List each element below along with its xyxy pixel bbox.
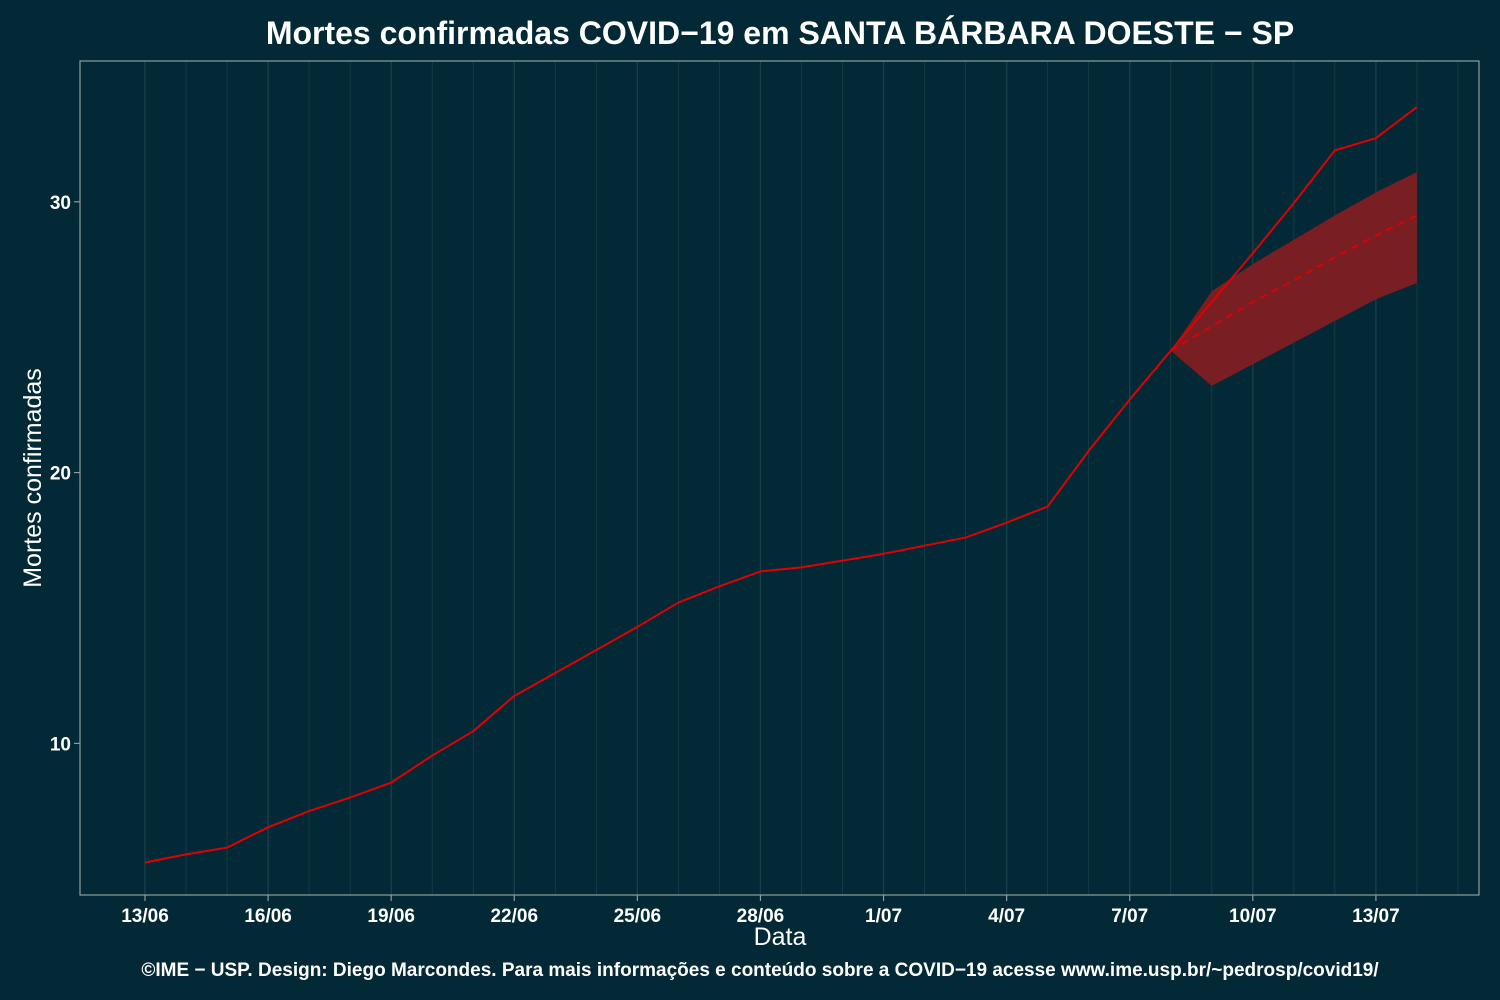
series-line-forecast — [1170, 214, 1418, 352]
chart-title: Mortes confirmadas COVID−19 em SANTA BÁR… — [266, 15, 1294, 51]
y-axis-ticks: 10 20 30 — [50, 193, 80, 755]
x-tick-label: 19/06 — [367, 906, 415, 927]
forecast-band-layer — [1170, 172, 1417, 386]
y-axis-label: Mortes confirmadas — [19, 368, 47, 588]
x-tick-label: 7/07 — [1111, 906, 1148, 927]
x-tick-label: 28/06 — [737, 906, 785, 927]
gridlines — [144, 61, 1459, 895]
y-tick-label: 20 — [50, 464, 71, 485]
x-axis-label: Data — [754, 923, 807, 951]
plot-frame — [79, 60, 1480, 896]
forecast-band — [1170, 172, 1417, 386]
x-tick-label: 4/07 — [988, 906, 1025, 927]
x-tick-label: 22/06 — [490, 906, 538, 927]
y-tick-label: 10 — [50, 734, 71, 755]
x-tick-label: 1/07 — [865, 906, 902, 927]
x-tick-label: 13/06 — [121, 906, 169, 927]
x-tick-label: 25/06 — [614, 906, 662, 927]
plot-area — [79, 60, 1480, 896]
chart-caption: ©IME − USP. Design: Diego Marcondes. Par… — [141, 960, 1379, 981]
x-axis-ticks: 13/06 16/06 19/06 22/06 25/06 28/06 1/07 4/07 7/… — [121, 895, 1400, 927]
x-tick-label: 16/06 — [244, 906, 292, 927]
series-line-observed — [144, 106, 1418, 864]
x-tick-label: 10/07 — [1229, 906, 1277, 927]
y-tick-label: 30 — [50, 193, 71, 214]
series-layer — [144, 106, 1418, 864]
plot-panel — [80, 61, 1479, 895]
x-tick-label: 13/07 — [1352, 906, 1400, 927]
